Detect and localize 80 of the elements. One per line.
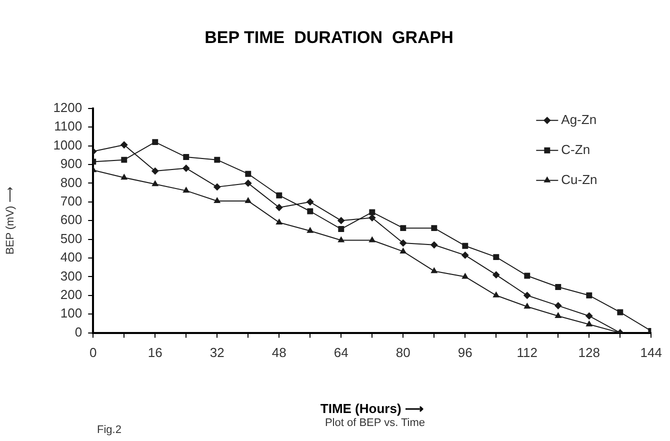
point <box>400 240 407 247</box>
point <box>152 180 158 186</box>
point <box>586 320 592 326</box>
point <box>586 292 592 298</box>
point <box>245 197 252 203</box>
x-axis-title: TIME (Hours) ⟶ <box>320 400 424 416</box>
y-tick-label: 100 <box>60 306 82 321</box>
point <box>276 192 282 198</box>
y-tick-label: 200 <box>60 286 82 302</box>
x-tick-label: 0 <box>90 345 97 360</box>
legend-label: Ag-Zn <box>561 112 597 127</box>
chart-title: BEP TIME DURATION GRAPH <box>204 28 454 47</box>
point <box>617 309 624 316</box>
x-tick-label: 48 <box>272 345 286 360</box>
point <box>555 312 562 318</box>
y-tick-label: 700 <box>60 193 82 208</box>
y-tick-label: 0 <box>74 324 82 340</box>
point <box>244 180 252 187</box>
point <box>121 174 128 180</box>
y-tick-label: 1000 <box>53 137 82 152</box>
point <box>524 303 530 309</box>
point <box>183 154 190 160</box>
x-tick-label: 32 <box>210 345 224 360</box>
y-tick-label: 1100 <box>54 118 82 134</box>
point <box>306 198 314 206</box>
y-axis-title: BEP (mV) ⟶ <box>4 186 17 254</box>
point <box>214 183 221 190</box>
point <box>214 197 220 203</box>
legend-label: Cu-Zn <box>561 172 598 187</box>
point <box>121 156 128 163</box>
y-tick-label: 900 <box>60 156 82 172</box>
point <box>431 225 438 232</box>
point <box>462 273 468 279</box>
point <box>214 156 220 163</box>
x-tick-label: 144 <box>640 345 662 360</box>
x-tick-label: 64 <box>334 345 348 360</box>
point <box>586 312 593 320</box>
point <box>368 214 376 222</box>
point <box>120 141 128 148</box>
point <box>555 284 562 290</box>
point <box>369 236 376 242</box>
x-tick-label: 128 <box>578 345 600 360</box>
point <box>338 236 344 242</box>
legend-label: C-Zn <box>561 142 590 157</box>
x-tick-label: 80 <box>396 345 410 360</box>
point <box>182 164 190 172</box>
point <box>524 292 531 299</box>
y-tick-label: 600 <box>60 212 82 228</box>
point <box>493 254 500 260</box>
point <box>276 204 283 212</box>
point <box>245 170 252 177</box>
y-tick-label: 400 <box>60 250 82 265</box>
point <box>307 227 314 233</box>
point <box>152 168 159 175</box>
point <box>276 218 282 224</box>
x-tick-label: 16 <box>148 345 162 360</box>
point <box>152 139 158 146</box>
point <box>492 271 500 278</box>
y-tick-label: 300 <box>60 268 82 284</box>
point <box>493 292 500 298</box>
point <box>524 272 530 279</box>
point <box>431 268 438 274</box>
y-tick-label: 1200 <box>53 100 82 115</box>
y-tick-label: 500 <box>60 230 82 246</box>
point <box>554 302 562 310</box>
point <box>430 241 438 248</box>
x-tick-label: 96 <box>458 345 472 360</box>
point <box>462 242 468 249</box>
point <box>400 248 406 254</box>
text: Plot of BEP vs. Time <box>324 417 426 430</box>
point <box>462 252 469 259</box>
caption: Fig.2 <box>97 424 122 436</box>
point <box>338 217 345 224</box>
point <box>338 226 344 232</box>
point <box>183 187 190 193</box>
y-tick-label: 800 <box>60 174 82 190</box>
point <box>369 209 376 216</box>
point <box>400 225 406 232</box>
point <box>307 208 314 214</box>
x-tick-label: 112 <box>516 345 538 360</box>
